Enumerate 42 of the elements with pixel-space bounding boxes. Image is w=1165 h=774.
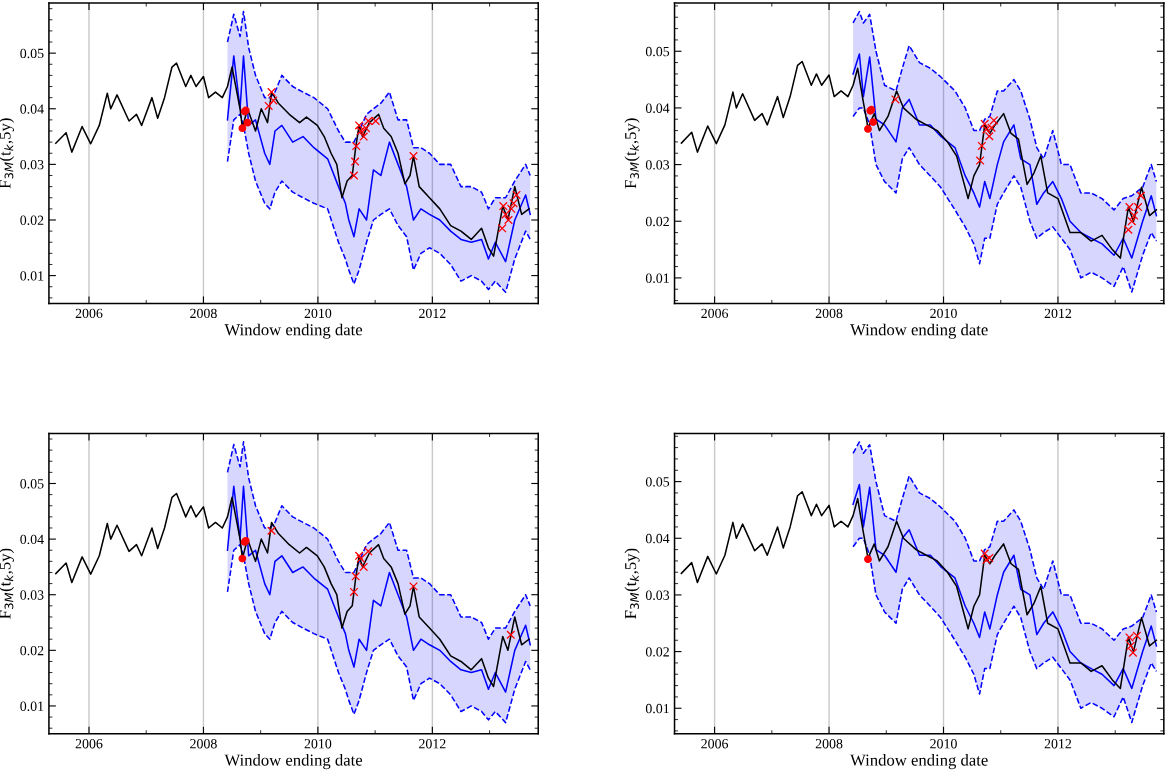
x-tick-label: 2010 xyxy=(304,739,332,749)
x-tick-label: 2010 xyxy=(304,308,332,319)
y-tick-label: 0.04 xyxy=(20,534,44,545)
x-tick-label: 2012 xyxy=(1044,739,1072,749)
x-axis-title: Window ending date xyxy=(224,323,363,339)
y-tick-label: 0.03 xyxy=(645,160,670,170)
y-tick-label: 0.05 xyxy=(645,46,670,57)
y-tick-label: 0.02 xyxy=(20,645,44,656)
y-tick-label: 0.02 xyxy=(20,215,44,225)
y-tick-label: 0.01 xyxy=(645,273,669,283)
y-tick-label: 0.05 xyxy=(645,477,670,487)
y-tick-label: 0.03 xyxy=(645,590,670,600)
y-tick-label: 0.05 xyxy=(20,48,44,59)
x-tick-label: 2006 xyxy=(75,308,103,319)
y-tick-label: 0.03 xyxy=(20,159,44,170)
x-axis-title: Window ending date xyxy=(850,323,988,339)
x-tick-label: 2012 xyxy=(419,308,446,319)
y-tick-label: 0.02 xyxy=(645,647,669,657)
x-axis-title: Window ending date xyxy=(224,753,363,770)
x-tick-label: 2012 xyxy=(419,739,446,749)
y-tick-label: 0.04 xyxy=(645,103,670,113)
y-tick-label: 0.04 xyxy=(645,533,670,544)
y-tick-label: 0.01 xyxy=(645,703,669,714)
x-tick-label: 2006 xyxy=(701,308,729,319)
y-tick-label: 0.05 xyxy=(20,479,44,489)
y-tick-label: 0.01 xyxy=(20,271,44,281)
y-tick-label: 0.02 xyxy=(645,216,669,227)
x-tick-label: 2008 xyxy=(190,739,217,749)
x-tick-label: 2012 xyxy=(1044,308,1072,319)
x-tick-label: 2008 xyxy=(815,308,843,319)
y-tick-label: 0.01 xyxy=(20,701,44,711)
x-tick-label: 2008 xyxy=(815,739,843,749)
x-tick-label: 2008 xyxy=(190,308,217,319)
y-tick-label: 0.03 xyxy=(20,590,44,600)
x-axis-title: Window ending date xyxy=(850,753,988,770)
y-axis-title: F$_{3M}$(t$_{k}$,5y) xyxy=(624,548,640,619)
y-tick-label: 0.04 xyxy=(20,104,44,114)
x-tick-label: 2010 xyxy=(930,739,957,749)
y-axis-title: F$_{3M}$(t$_{k}$,5y) xyxy=(624,118,640,189)
x-tick-label: 2006 xyxy=(75,739,103,749)
x-tick-label: 2010 xyxy=(930,308,957,319)
x-tick-label: 2006 xyxy=(701,739,729,749)
